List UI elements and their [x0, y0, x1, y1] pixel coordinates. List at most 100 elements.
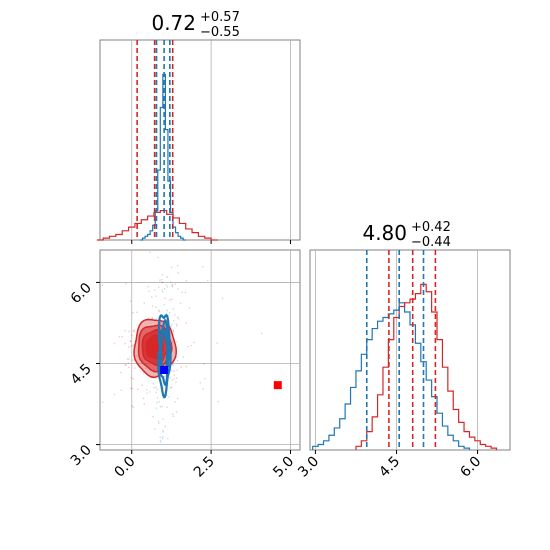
- sample-point: [221, 297, 224, 300]
- sample-point: [187, 345, 189, 348]
- sample-point: [146, 392, 148, 394]
- sample-point: [152, 415, 154, 418]
- sample-point: [149, 391, 151, 393]
- sample-point: [133, 367, 136, 369]
- sample-point: [174, 401, 176, 403]
- marginal-title-param2-plus: +0.42: [411, 220, 451, 235]
- sample-point: [153, 387, 155, 389]
- sample-point: [172, 364, 174, 367]
- sample-point: [159, 439, 162, 442]
- sample-point: [161, 437, 164, 440]
- contour-blue-level: [158, 318, 170, 387]
- sample-point: [164, 425, 167, 428]
- sample-point: [127, 346, 130, 348]
- marginal-title-param1-minus: −0.55: [200, 25, 240, 40]
- y-tick-label: 6.0: [68, 280, 95, 307]
- sample-point: [155, 295, 157, 297]
- sample-point: [184, 291, 187, 294]
- sample-point: [132, 344, 135, 346]
- sample-point: [172, 329, 175, 332]
- sample-point: [159, 436, 161, 438]
- sample-point: [175, 323, 178, 326]
- sample-point: [120, 389, 123, 392]
- sample-point: [143, 403, 146, 405]
- x-tick-label: 3.0: [295, 454, 322, 481]
- sample-point: [177, 272, 179, 274]
- sample-point: [176, 316, 179, 319]
- sample-point: [129, 340, 132, 343]
- sample-point: [204, 377, 206, 380]
- sample-point: [203, 363, 205, 365]
- sample-point: [124, 342, 126, 345]
- sample-point: [202, 388, 205, 390]
- sample-point: [216, 342, 218, 344]
- sample-point: [162, 274, 164, 276]
- sample-point: [148, 290, 150, 293]
- sample-point: [165, 284, 168, 286]
- sample-point: [132, 311, 134, 314]
- sample-point: [188, 307, 191, 309]
- sample-point: [166, 286, 169, 288]
- sample-point: [159, 441, 162, 443]
- sample-point: [179, 302, 182, 305]
- sample-point: [171, 285, 173, 287]
- sample-point: [156, 388, 158, 391]
- marginal-title-param1-plus: +0.57: [200, 10, 240, 25]
- sample-point: [129, 340, 132, 342]
- sample-point: [173, 313, 176, 316]
- sample-point: [170, 281, 172, 284]
- sample-point: [132, 329, 135, 332]
- panel-frame-joint: [99, 249, 301, 451]
- sample-point: [159, 322, 162, 324]
- sample-point: [170, 325, 172, 328]
- sample-point: [173, 319, 175, 322]
- sample-point: [131, 334, 133, 337]
- sample-point: [166, 406, 168, 408]
- sample-point: [176, 341, 178, 343]
- sample-point: [160, 278, 163, 281]
- sample-point: [164, 297, 166, 300]
- sample-point: [136, 354, 138, 357]
- sample-point: [170, 298, 173, 301]
- sample-point: [185, 279, 188, 282]
- sample-point: [141, 384, 143, 387]
- sample-point: [171, 413, 174, 415]
- sample-point: [158, 309, 160, 312]
- sample-point: [184, 322, 187, 324]
- sample-point: [166, 276, 169, 278]
- sample-point: [155, 391, 157, 394]
- x-tick-label: 4.5: [376, 454, 403, 481]
- sample-point: [142, 372, 145, 374]
- sample-point: [174, 283, 177, 285]
- marker-square-3: [273, 381, 282, 390]
- sample-point: [153, 289, 156, 291]
- sample-point: [161, 405, 164, 408]
- sample-point: [142, 397, 145, 400]
- sample-point: [151, 317, 154, 320]
- panel-frame-bottom-right: [309, 249, 511, 451]
- sample-point: [172, 341, 174, 344]
- sample-point: [147, 285, 150, 288]
- y-tick-label: 4.5: [68, 361, 95, 388]
- sample-point: [128, 358, 130, 360]
- sample-point: [159, 279, 161, 281]
- x-tick-label: 2.5: [191, 454, 218, 481]
- histogram-series-blue: [140, 73, 186, 241]
- sample-point: [121, 335, 123, 338]
- sample-point: [181, 291, 183, 294]
- sample-point: [171, 363, 174, 366]
- sample-point: [166, 309, 168, 312]
- sample-point: [156, 401, 158, 404]
- sample-point: [173, 374, 176, 376]
- sample-point: [101, 284, 104, 287]
- sample-point: [172, 330, 175, 333]
- sample-point: [173, 377, 175, 380]
- sample-point: [161, 290, 164, 293]
- sample-point: [149, 251, 151, 254]
- sample-point: [151, 316, 154, 319]
- marker-square-1: [150, 343, 159, 352]
- sample-point: [113, 342, 116, 345]
- sample-point: [201, 265, 204, 268]
- sample-point: [169, 386, 172, 389]
